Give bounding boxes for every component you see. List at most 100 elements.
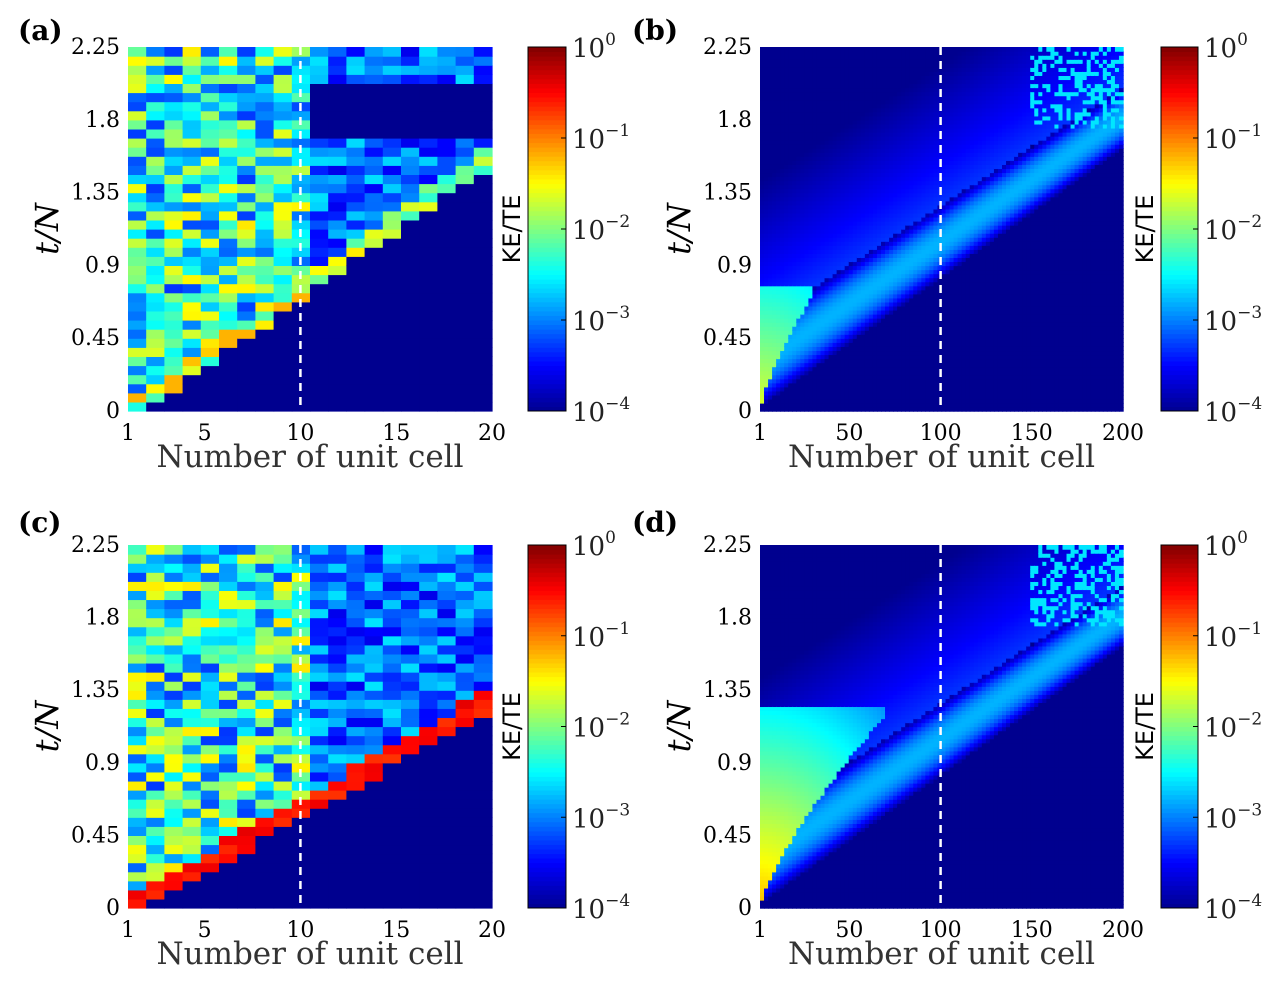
heatmap-cell (800, 378, 806, 384)
heatmap-cell (929, 293, 935, 299)
heatmap-cell (921, 87, 927, 93)
heatmap-cell (820, 51, 826, 56)
heatmap-cell (872, 79, 878, 85)
heatmap-cell (889, 119, 894, 125)
heatmap-cell (780, 330, 785, 335)
heatmap-cell (816, 115, 822, 121)
heatmap-cell (804, 334, 810, 339)
heatmap-cell (848, 47, 854, 52)
heatmap-cell (876, 309, 882, 315)
heatmap-cell (860, 192, 866, 198)
heatmap-cell (788, 156, 793, 161)
heatmap-cell (917, 374, 923, 380)
heatmap-cell (328, 401, 347, 412)
heatmap-cell (832, 200, 838, 206)
heatmap-cell (200, 329, 220, 339)
heatmap-cell (820, 309, 826, 315)
heatmap-cell (860, 273, 866, 279)
heatmap-cell (291, 138, 311, 148)
heatmap-cell (872, 123, 878, 129)
heatmap-cell (796, 196, 802, 202)
heatmap-cell (800, 140, 806, 145)
heatmap-cell (832, 87, 838, 93)
heatmap-cell (872, 261, 878, 267)
heatmap-cell (876, 156, 882, 161)
heatmap-cell (760, 148, 765, 153)
heatmap-cell (917, 103, 923, 109)
heatmap-cell (905, 313, 910, 319)
heatmap-cell (219, 365, 238, 376)
heatmap-cell (864, 265, 870, 271)
heatmap-cell (876, 95, 882, 101)
heatmap-cell (881, 317, 886, 323)
heatmap-cell (255, 174, 275, 185)
heatmap-cell (897, 99, 902, 105)
heatmap-cell (937, 350, 943, 356)
heatmap-cell (346, 383, 366, 394)
heatmap-cell (788, 216, 793, 222)
heatmap-cell (760, 196, 765, 202)
heatmap-cell (760, 281, 765, 287)
heatmap-cell (921, 245, 927, 250)
heatmap-cell (933, 233, 939, 238)
heatmap-cell (364, 238, 384, 248)
heatmap-cell (909, 87, 914, 93)
heatmap-cell (933, 338, 939, 343)
heatmap-cell (255, 192, 275, 203)
heatmap-cell (776, 402, 781, 408)
heatmap-cell (796, 366, 802, 372)
heatmap-cell (860, 127, 866, 133)
heatmap-cell (856, 358, 862, 364)
heatmap-cell (840, 59, 846, 64)
heatmap-cell (856, 51, 862, 56)
heatmap-cell (864, 196, 870, 202)
heatmap-cell (382, 219, 402, 230)
heatmap-cell (856, 107, 862, 113)
heatmap-cell (796, 253, 802, 259)
heatmap-cell (364, 283, 384, 294)
heatmap-cell (364, 320, 384, 330)
heatmap-cell (780, 293, 785, 299)
heatmap-cell (768, 99, 773, 105)
heatmap-cell (310, 238, 329, 248)
heatmap-cell (255, 183, 275, 194)
colorbar-swatch (528, 97, 566, 103)
heatmap-cell (219, 356, 238, 367)
heatmap-cell (868, 127, 874, 133)
heatmap-cell (881, 220, 886, 226)
heatmap-cell (889, 176, 894, 182)
heatmap-cell (182, 338, 202, 348)
heatmap-cell (933, 220, 939, 226)
heatmap-cell (872, 220, 878, 226)
heatmap-cell (925, 127, 931, 133)
heatmap-cell (929, 103, 935, 109)
heatmap-cell (776, 382, 781, 388)
heatmap-cell (828, 95, 834, 101)
heatmap-cell (909, 212, 914, 218)
heatmap-cell (382, 401, 402, 412)
heatmap-cell (925, 398, 931, 404)
heatmap-cell (893, 188, 898, 194)
heatmap-cell (929, 334, 935, 339)
heatmap-cell (925, 237, 931, 242)
heatmap-cell (905, 301, 910, 307)
heatmap-cell (848, 289, 854, 295)
heatmap-cell (917, 55, 923, 60)
heatmap-cell (856, 63, 862, 68)
heatmap-cell (876, 330, 882, 335)
heatmap-cell (764, 257, 769, 263)
heatmap-cell (840, 95, 846, 101)
heatmap-cell (925, 382, 931, 388)
heatmap-cell (772, 59, 777, 64)
heatmap-cell (237, 229, 256, 239)
heatmap-cell (382, 292, 402, 303)
heatmap-cell (913, 277, 918, 283)
heatmap-cell (820, 406, 826, 412)
heatmap-cell (893, 220, 898, 226)
heatmap-cell (804, 305, 810, 311)
heatmap-cell (760, 192, 765, 198)
heatmap-cell (913, 79, 918, 85)
heatmap-cell (844, 338, 850, 343)
heatmap-cell (881, 398, 886, 404)
heatmap-cell (836, 265, 842, 271)
